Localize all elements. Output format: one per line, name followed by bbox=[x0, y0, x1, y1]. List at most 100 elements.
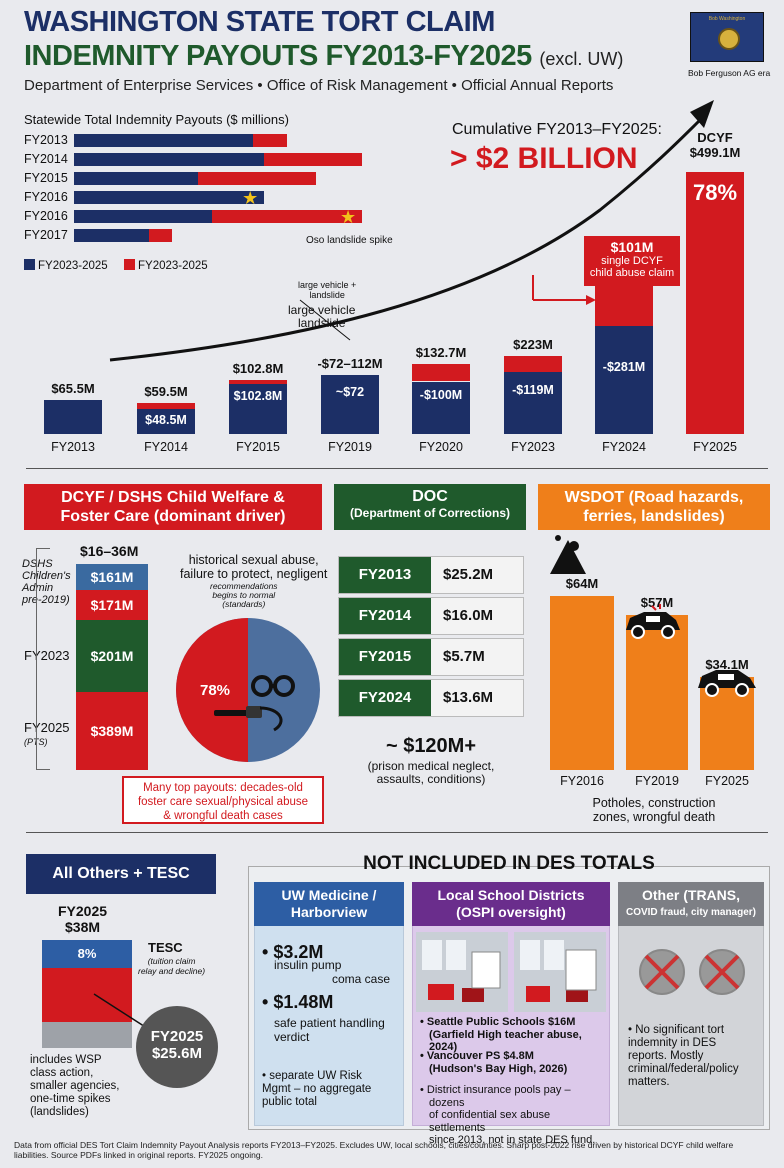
other-note-text: No significant tort indemnity in DES rep… bbox=[628, 1024, 739, 1088]
schools-list-item: • Seattle Public Schools $16M (Garfield … bbox=[420, 1016, 582, 1053]
hbar-segment-navy bbox=[74, 229, 149, 242]
legend-swatch-red bbox=[124, 259, 135, 270]
bar-segment-navy bbox=[137, 408, 195, 434]
bar-segment-red bbox=[229, 380, 287, 385]
wsdot-year-label: FY2019 bbox=[635, 774, 679, 788]
bar-top-label: $102.8M bbox=[232, 361, 284, 377]
doc-table-year: FY2014 bbox=[339, 598, 431, 634]
hbar-segment-navy bbox=[74, 172, 198, 185]
uw-note: • separate UW Risk Mgmt – no aggregate p… bbox=[262, 1070, 372, 1108]
hbar-legend-item-2: FY2023-2025 bbox=[124, 259, 208, 272]
hbar-row-label: FY2016 bbox=[24, 209, 68, 223]
others-connector bbox=[93, 993, 151, 1031]
not-included-title: NOT INCLUDED IN DES TOTALS bbox=[363, 853, 655, 874]
doc-subheader: (Department of Corrections) bbox=[349, 506, 510, 520]
doc-table-row: FY2013 $25.2M bbox=[338, 556, 524, 594]
bar-inner-label: 78% bbox=[692, 180, 738, 205]
bar-segment-navy bbox=[504, 371, 562, 434]
bar-top-label: -$72–112M bbox=[317, 356, 383, 372]
bar-segment-red bbox=[595, 286, 653, 327]
doc-table-row: FY2014 $16.0M bbox=[338, 597, 524, 635]
hbar-segment-red bbox=[252, 134, 288, 147]
wsdot-bar-label: $57M bbox=[640, 595, 674, 611]
uw-note-text: separate UW Risk Mgmt – no aggregate pub… bbox=[262, 1070, 372, 1108]
doc-table-value: $13.6M bbox=[443, 689, 494, 706]
bar-top-label: $65.5M bbox=[51, 380, 95, 396]
doc-total: ~ $120M+ bbox=[385, 735, 477, 757]
schools-header: Local School Districts (OSPI oversight) bbox=[412, 882, 610, 926]
tesc-label: TESC bbox=[148, 940, 183, 955]
callout-connector bbox=[532, 275, 596, 305]
doc-table-year: FY2024 bbox=[339, 680, 431, 716]
hbar-segment-red bbox=[264, 153, 362, 166]
wsdot-year-label: FY2016 bbox=[560, 774, 604, 788]
hbar-segment-navy bbox=[74, 153, 265, 166]
legend-label-1: FY2023-2025 bbox=[38, 260, 108, 272]
bar-segment-red bbox=[137, 402, 195, 409]
hbar-row-label: FY2017 bbox=[24, 228, 68, 242]
bar-year-label: FY2014 bbox=[144, 440, 188, 454]
bar-top-label: DCYF $499.1M bbox=[689, 130, 741, 160]
trend-arrow bbox=[109, 100, 714, 362]
others-bar-pct: 8% bbox=[42, 940, 132, 968]
page-title-years: INDEMNITY PAYOUTS FY2013-FY2025 bbox=[24, 40, 532, 72]
uw-header: UW Medicine / Harborview bbox=[254, 882, 404, 926]
pie-pct-label: 78% bbox=[200, 682, 231, 699]
hbar-row-label: FY2014 bbox=[24, 152, 68, 166]
dcyf-fy2025-label: FY2025 bbox=[24, 720, 70, 735]
star-icon: ★ bbox=[340, 207, 357, 227]
uw-item-1-amount: $3.2M bbox=[273, 942, 324, 962]
no-entry-icons bbox=[639, 949, 745, 995]
bar-segment-red bbox=[686, 172, 744, 434]
gavel-icon bbox=[214, 706, 283, 732]
hbar-segment-red bbox=[197, 172, 316, 185]
doc-table-row: FY2015 $5.7M bbox=[338, 638, 524, 676]
car-icon bbox=[698, 670, 756, 697]
dcyf-stack-segment: $389M bbox=[76, 692, 148, 770]
dcyf-section-header: DCYF / DSHS Child Welfare & Foster Care … bbox=[24, 484, 322, 530]
hbar-segment-navy bbox=[74, 210, 213, 223]
bar-year-label: FY2019 bbox=[328, 440, 372, 454]
bar-segment-navy bbox=[229, 384, 287, 434]
dcyf-range-label: $16–36M bbox=[80, 543, 139, 559]
schools-list-item: • Vancouver PS $4.8M (Hudson's Bay High,… bbox=[420, 1050, 568, 1075]
wsdot-year-label: FY2025 bbox=[705, 774, 749, 788]
bar-inner-label: -$281M bbox=[602, 360, 646, 375]
uw-item-2-amount: $1.48M bbox=[273, 992, 334, 1012]
doc-table-value: $25.2M bbox=[443, 566, 494, 583]
dcyf-pie-chart bbox=[176, 618, 320, 762]
wsdot-bar bbox=[626, 615, 688, 770]
state-flag-seal-icon: Bob Washington bbox=[690, 12, 764, 62]
doc-section-header: DOC (Department of Corrections) bbox=[334, 484, 526, 530]
hbar-segment-navy bbox=[74, 134, 253, 147]
dcyf-stack-segment: $201M bbox=[76, 620, 148, 692]
uw-item-2-text: safe patient handling verdict bbox=[274, 1016, 385, 1044]
handcuffs-icon bbox=[251, 675, 295, 697]
wsdot-section-header: WSDOT (Road hazards, ferries, landslides… bbox=[538, 484, 770, 530]
hbar-segment-navy bbox=[74, 191, 265, 204]
legend-label-2: FY2023-2025 bbox=[138, 260, 208, 272]
classroom-photo-icon bbox=[416, 932, 606, 1012]
tesc-note: (tuition claim relay and decline) bbox=[138, 956, 206, 976]
dcyf-issues-small: recommendations begins to normal (standa… bbox=[210, 581, 278, 609]
doc-table-year: FY2013 bbox=[339, 557, 431, 593]
hbar-chart: FY2013 FY2014 FY2015 FY2016 ★ FY2016 ★ FY2017 bbox=[0, 0, 784, 280]
schools-list-item: • District insurance pools pay – dozens … bbox=[420, 1084, 596, 1146]
cumulative-label: Cumulative FY2013–FY2025: bbox=[452, 121, 662, 138]
doc-table-value: $16.0M bbox=[443, 607, 494, 624]
others-section-header: All Others + TESC bbox=[26, 854, 216, 894]
others-note: includes WSP class action, smaller agenc… bbox=[30, 1054, 120, 1118]
dcyf-fy2023-label: FY2023 bbox=[24, 648, 70, 663]
other-header-subtitle: COVID fraud, city manager) bbox=[625, 907, 757, 918]
dcyf-issues: historical sexual abuse, failure to prot… bbox=[180, 553, 328, 581]
dcyf-note-box: Many top payouts: decades-old foster car… bbox=[122, 776, 324, 824]
doc-total-note: (prison medical neglect, assaults, condi… bbox=[367, 759, 495, 786]
bar-inner-label: $48.5M bbox=[145, 412, 187, 427]
bar-year-label: FY2013 bbox=[51, 440, 95, 454]
ag-era-note: Bob Ferguson AG era bbox=[688, 68, 771, 78]
dcyf-stack-segment: $171M bbox=[76, 590, 148, 620]
footer-source-note: Data from official DES Tort Claim Indemn… bbox=[14, 1140, 734, 1160]
uw-item-1-value: • $3.2M bbox=[262, 942, 324, 962]
bar-year-label: FY2023 bbox=[511, 440, 555, 454]
landslide-note: large vehicle landslide bbox=[288, 303, 356, 330]
